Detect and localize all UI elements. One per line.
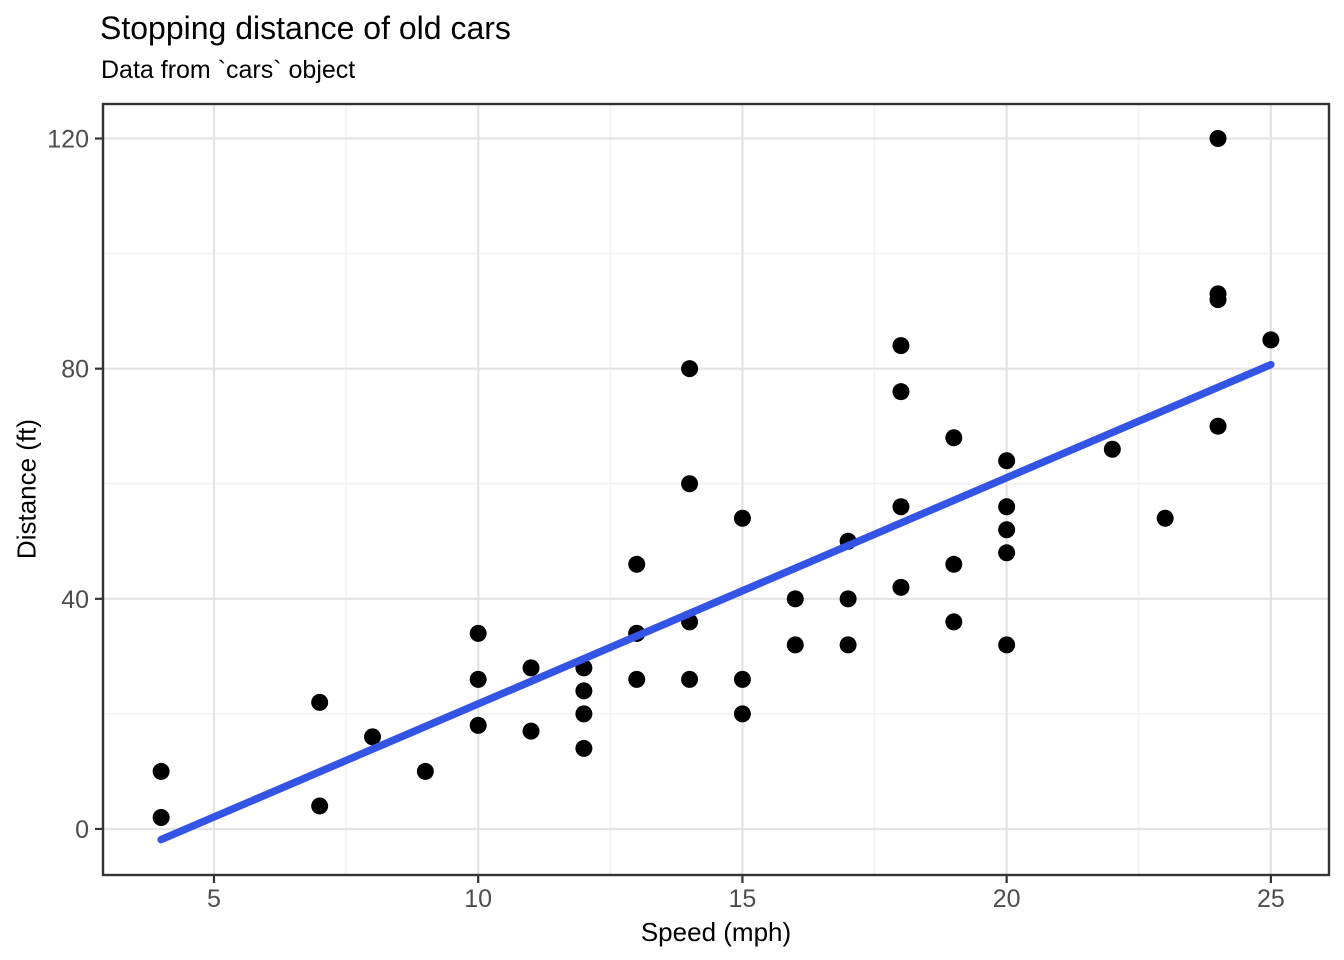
data-point — [892, 498, 910, 516]
data-point — [522, 659, 540, 677]
data-point — [998, 521, 1016, 539]
data-point — [892, 578, 910, 596]
data-point — [892, 337, 910, 355]
data-point — [469, 624, 487, 642]
data-point — [998, 498, 1016, 516]
data-point — [1156, 509, 1174, 527]
data-point — [945, 429, 963, 447]
data-point — [311, 797, 329, 815]
regression-line — [157, 360, 1275, 844]
x-tick-label: 20 — [993, 885, 1021, 913]
data-point — [681, 360, 699, 378]
data-point — [1103, 440, 1121, 458]
data-point — [998, 452, 1016, 470]
data-point — [733, 509, 751, 527]
data-point — [733, 705, 751, 723]
x-tick-label: 15 — [729, 885, 757, 913]
data-point — [522, 722, 540, 740]
chart-title: Stopping distance of old cars — [100, 10, 511, 46]
data-point — [311, 693, 329, 711]
y-tick-label: 0 — [75, 816, 89, 844]
data-point — [469, 716, 487, 734]
data-point — [839, 636, 857, 654]
x-tick-label: 25 — [1257, 885, 1285, 913]
plot-panel — [103, 104, 1329, 875]
data-point — [786, 636, 804, 654]
y-tick-label: 120 — [47, 126, 89, 154]
data-point — [998, 544, 1016, 562]
x-axis-title: Speed (mph) — [640, 917, 792, 947]
data-point — [575, 739, 593, 757]
data-point — [628, 555, 646, 573]
y-tick-label: 80 — [61, 356, 89, 384]
data-point — [681, 670, 699, 688]
x-tick-label: 10 — [464, 885, 492, 913]
panel-border — [101, 102, 1331, 877]
data-point — [1209, 285, 1227, 303]
data-point — [152, 762, 170, 780]
data-point — [575, 682, 593, 700]
data-point — [839, 590, 857, 608]
data-point — [786, 590, 804, 608]
data-point — [152, 808, 170, 826]
data-point — [733, 670, 751, 688]
data-point — [575, 705, 593, 723]
data-point — [945, 555, 963, 573]
data-point — [1209, 130, 1227, 148]
data-point — [1209, 417, 1227, 435]
data-point — [628, 670, 646, 688]
data-point — [1262, 331, 1280, 349]
chart-subtitle: Data from `cars` object — [101, 56, 356, 84]
y-axis-title: Distance (ft) — [11, 418, 42, 560]
data-point — [892, 383, 910, 401]
data-point — [681, 475, 699, 493]
data-point — [364, 728, 382, 746]
x-tick-label: 5 — [207, 885, 221, 913]
data-point — [945, 613, 963, 631]
data-point — [469, 670, 487, 688]
y-tick-label: 40 — [61, 586, 89, 614]
data-point — [416, 762, 434, 780]
data-point — [998, 636, 1016, 654]
